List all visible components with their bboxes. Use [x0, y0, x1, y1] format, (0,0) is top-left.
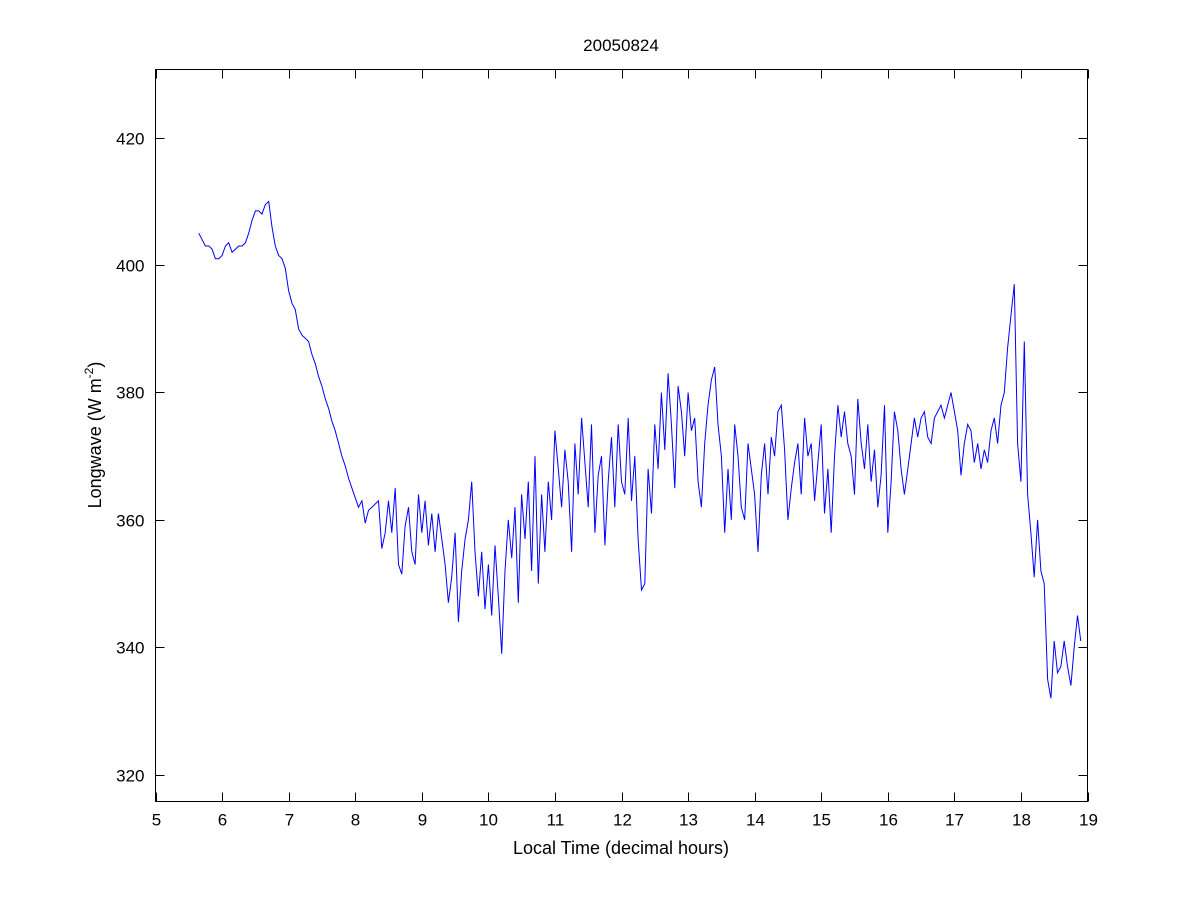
x-tick-label: 12 [613, 811, 632, 830]
x-tick-label: 16 [879, 811, 898, 830]
y-axis: 320 340 360 380 400 420 [116, 130, 1088, 786]
x-tick-label: 10 [479, 811, 498, 830]
y-tick-label: 320 [116, 767, 144, 786]
x-tick-label: 13 [679, 811, 698, 830]
plot-area [198, 200, 1082, 699]
x-axis: 5 6 7 8 9 10 11 12 13 14 15 16 17 18 19 [152, 69, 1098, 830]
x-tick-label: 11 [547, 811, 565, 830]
y-tick-label: 380 [116, 384, 144, 403]
x-tick-label: 18 [1012, 811, 1031, 830]
chart-title: 20050824 [583, 36, 659, 55]
axes-box [155, 69, 1088, 802]
y-tick-label: 400 [116, 257, 144, 276]
y-tick-label: 340 [116, 639, 144, 658]
y-tick-label: 360 [116, 512, 144, 531]
y-axis-label-main: Longwave (W m [85, 378, 105, 508]
x-axis-label: Local Time (decimal hours) [513, 838, 729, 858]
x-tick-label: 15 [812, 811, 831, 830]
series-line-longwave [198, 200, 1082, 699]
y-axis-label-end: ) [85, 362, 105, 368]
y-axis-label: Longwave (W m-2) [82, 362, 105, 509]
x-tick-label: 17 [945, 811, 964, 830]
x-tick-label: 9 [418, 811, 427, 830]
y-axis-label-sup: -2 [82, 367, 96, 378]
x-tick-label: 6 [218, 811, 227, 830]
x-tick-label: 14 [746, 811, 765, 830]
x-tick-label: 8 [351, 811, 360, 830]
y-tick-label: 420 [116, 130, 144, 149]
x-tick-label: 19 [1079, 811, 1098, 830]
x-tick-label: 5 [152, 811, 161, 830]
x-tick-label: 7 [285, 811, 294, 830]
